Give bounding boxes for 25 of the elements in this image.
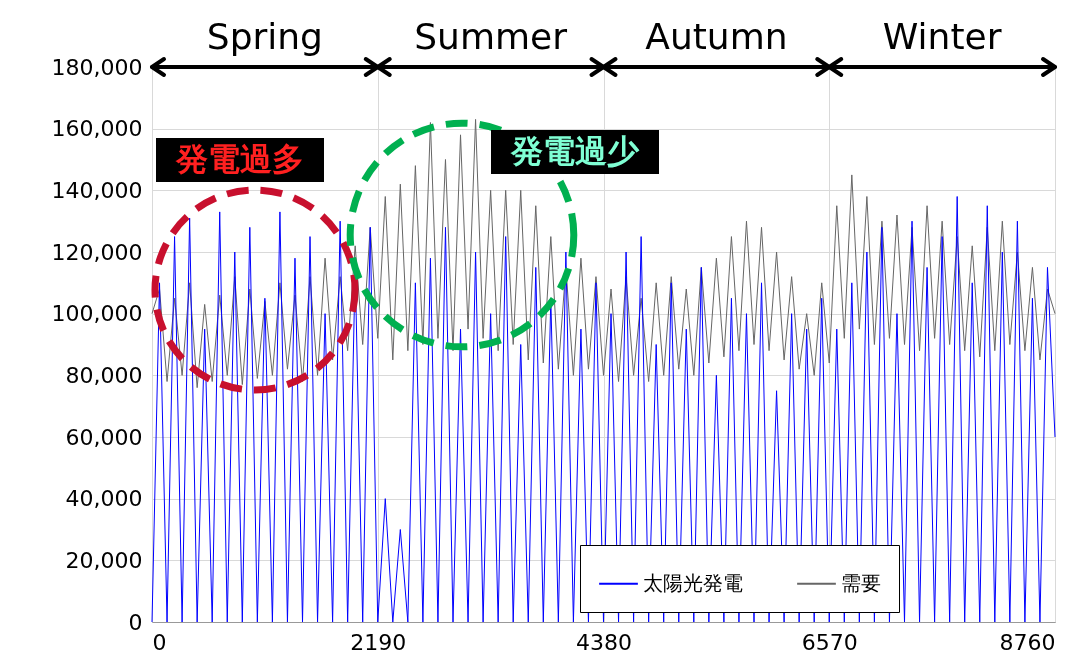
legend-label: 太陽光発電	[643, 570, 743, 595]
text: Summer	[414, 16, 568, 57]
y-tick-label: 0	[128, 609, 143, 635]
x-tick-label: 2190	[350, 629, 407, 655]
y-tick-label: 180,000	[51, 54, 143, 80]
legend-label: 需要	[841, 570, 881, 595]
text: Winter	[882, 16, 1002, 57]
y-tick-label: 20,000	[65, 547, 143, 573]
y-tick-label: 140,000	[51, 177, 143, 203]
line-series	[151, 196, 1056, 623]
y-tick-label: 40,000	[65, 486, 143, 512]
annotation: 発電過少	[510, 132, 640, 170]
x-tick-label: 6570	[801, 629, 858, 655]
y-tick-label: 60,000	[65, 424, 143, 450]
text: Spring	[206, 16, 323, 57]
y-tick-label: 160,000	[51, 116, 143, 142]
x-tick-label: 8760	[999, 629, 1056, 655]
y-tick-label: 100,000	[51, 301, 143, 327]
y-tick-label: 120,000	[51, 239, 143, 265]
line-series	[151, 118, 1056, 389]
annotation: 発電過多	[175, 140, 304, 178]
x-tick-label: 0	[152, 629, 167, 655]
text: Autumn	[645, 16, 788, 57]
y-tick-label: 80,000	[65, 362, 143, 388]
x-tick-label: 4380	[576, 629, 632, 655]
